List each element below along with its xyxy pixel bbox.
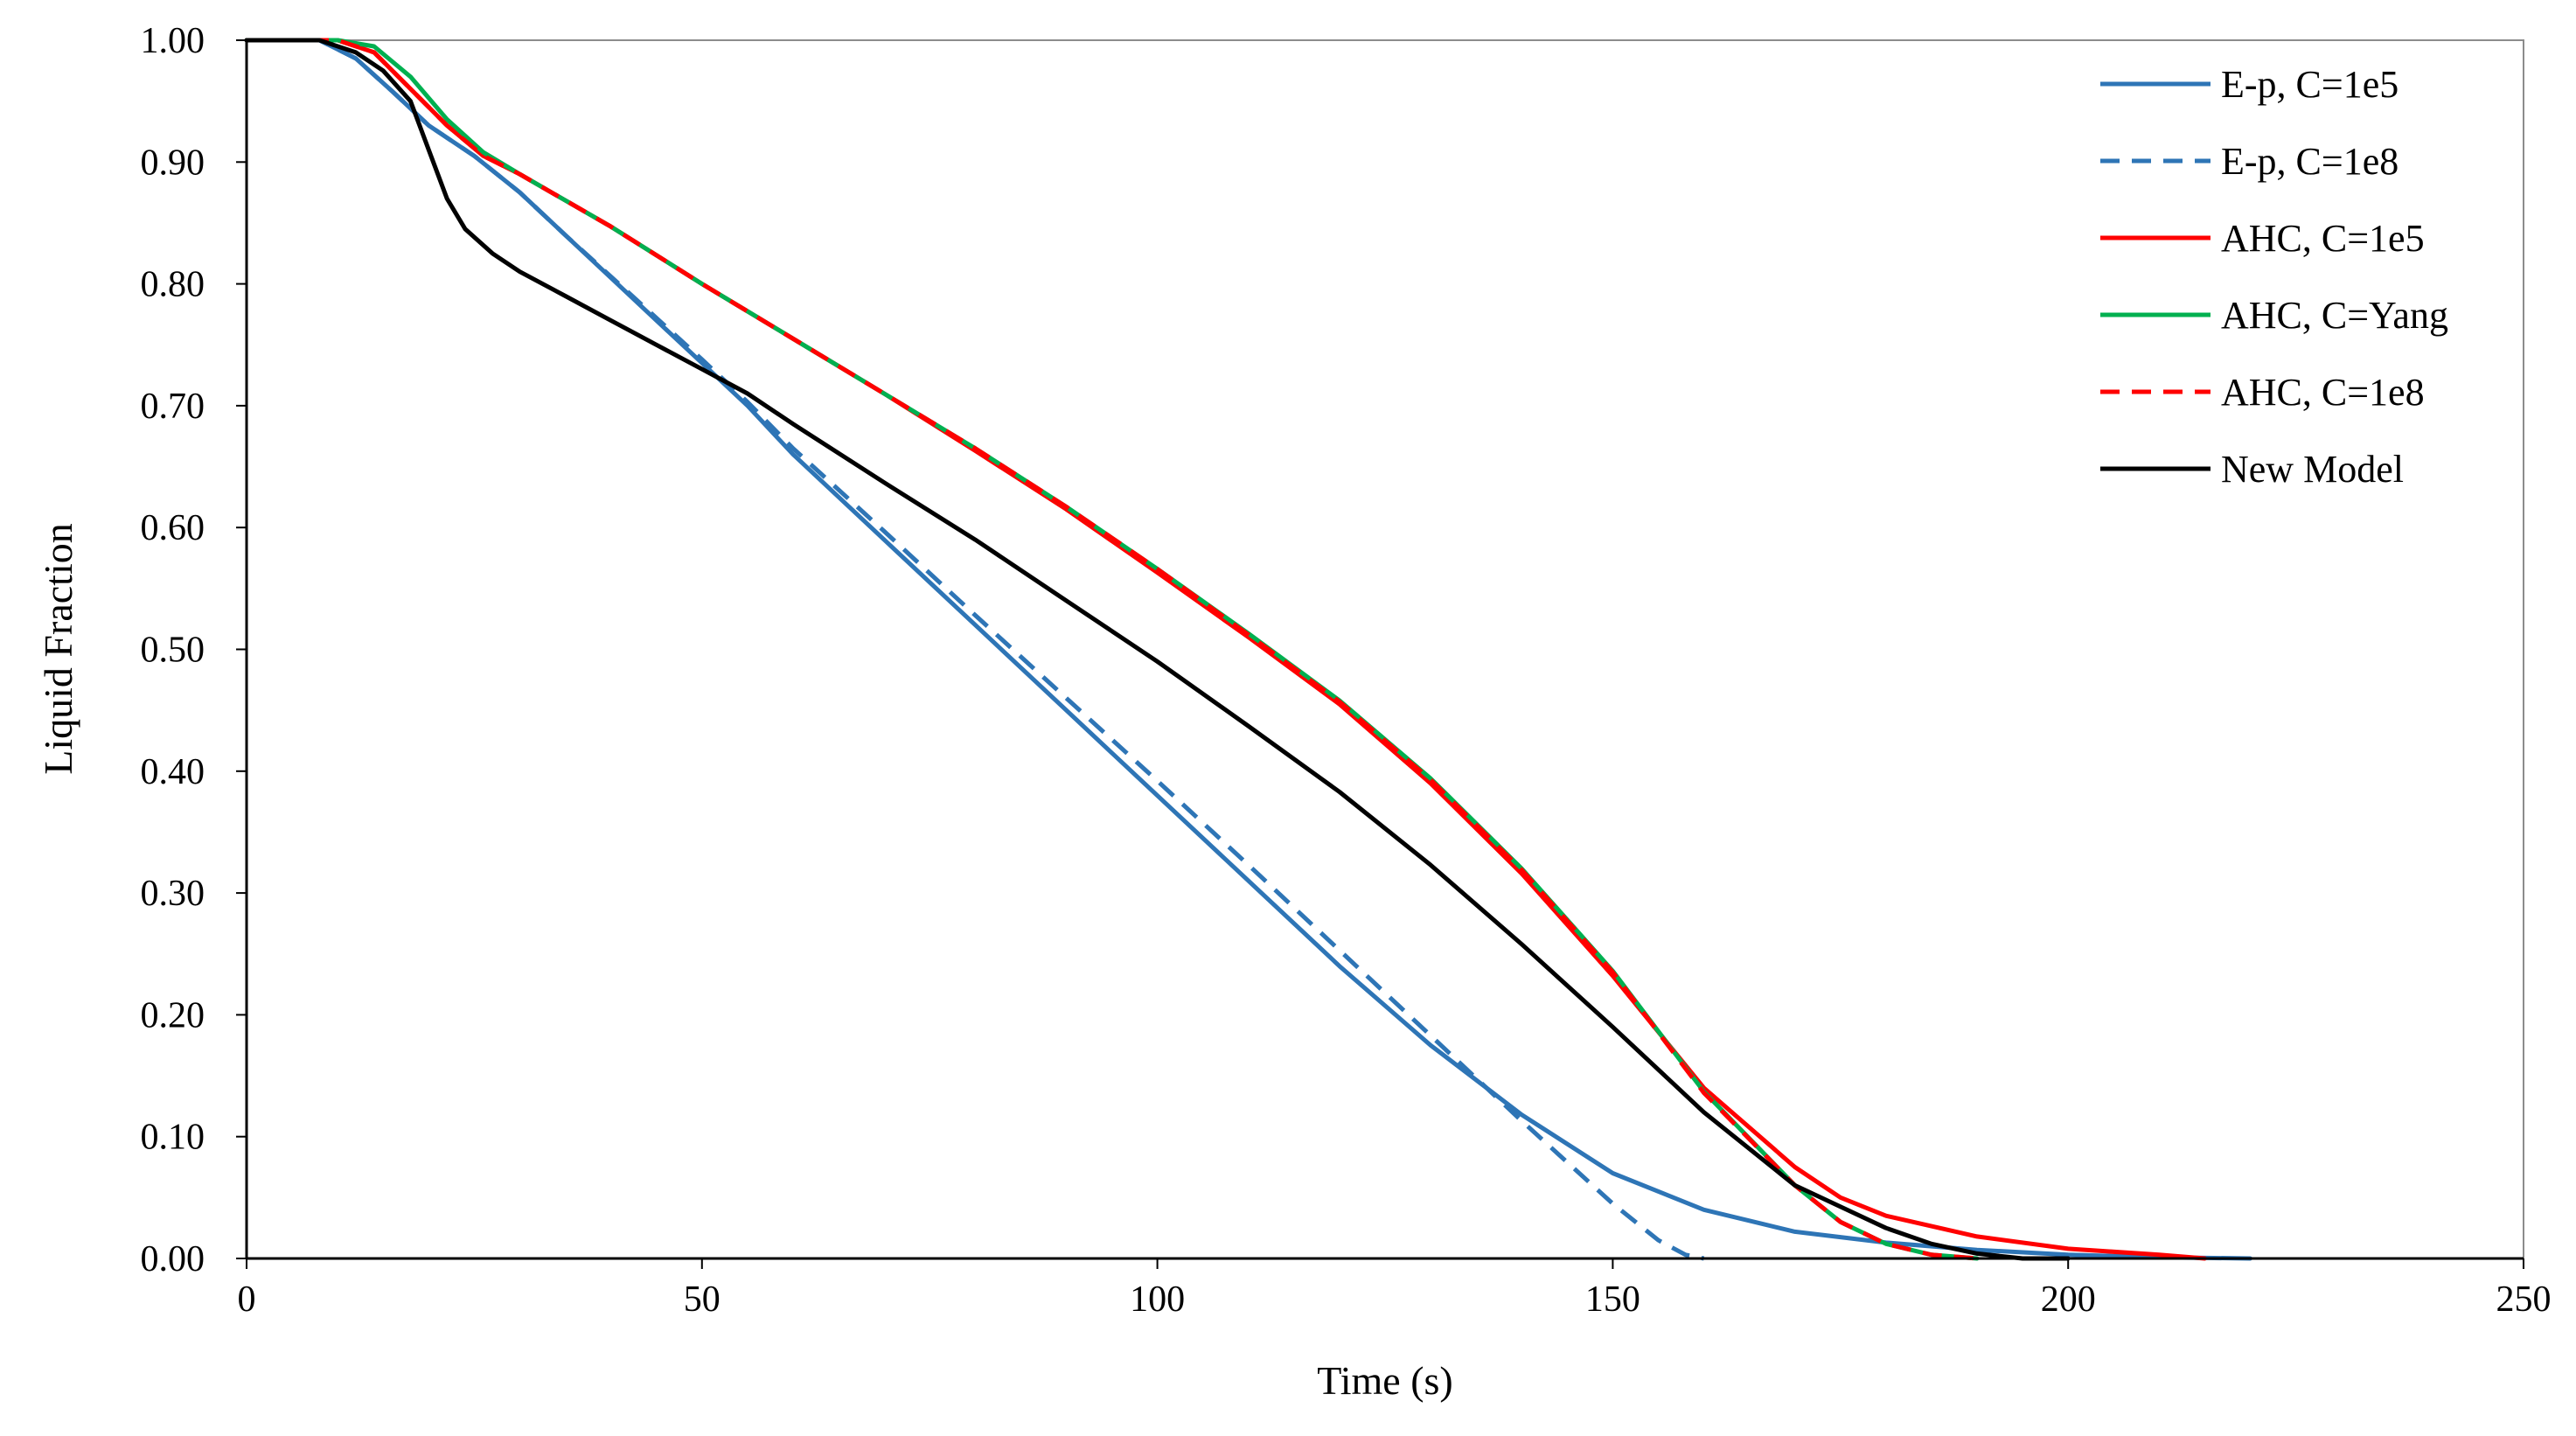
x-tick-label: 100 [1130,1279,1185,1320]
x-tick-label: 150 [1585,1279,1640,1320]
x-tick-label: 200 [2041,1279,2096,1320]
series-line-new-model [244,38,2071,1261]
y-tick-label: 0.30 [141,874,205,914]
x-tick-label: 250 [2496,1279,2552,1320]
x-ticks-layer: 0 50 100 150 200 250 [238,1258,2552,1320]
series-line-e-p-c-1e8 [247,38,1705,1261]
y-ticks-layer: 0.00 0.10 0.20 0.30 0.40 0.50 0.60 0.70 0.80 0.90… [141,21,247,1279]
legend-label-e-p-c-1e8: E-p, C=1e8 [2221,140,2398,183]
y-axis-title: Liquid Fraction [36,523,80,774]
y-tick-label: 0.90 [141,143,205,183]
y-tick-label: 0.10 [141,1118,205,1158]
series-line-ahc-c-1e5 [244,38,2207,1261]
x-axis-title: Time (s) [1317,1358,1453,1403]
y-tick-label: 0.60 [141,508,205,548]
legend-label-new-model: New Model [2221,448,2404,491]
y-tick-label: 1.00 [141,21,205,61]
legend-label-e-p-c-1e5: E-p, C=1e5 [2221,63,2398,106]
y-tick-label: 0.80 [141,265,205,305]
x-tick-label: 50 [684,1279,721,1320]
y-tick-label: 0.50 [141,631,205,671]
legend: E-p, C=1e5 E-p, C=1e8 AHC, C=1e5 AHC, C=Yan… [2100,63,2448,491]
y-tick-label: 0.00 [141,1239,205,1279]
y-tick-label: 0.70 [141,387,205,427]
legend-label-ahc-c-yang: AHC, C=Yang [2221,294,2448,337]
x-tick-label: 0 [238,1279,256,1320]
series-line-e-p-c-1e5 [244,38,2252,1261]
y-tick-label: 0.20 [141,995,205,1035]
legend-label-ahc-c-1e5: AHC, C=1e5 [2221,217,2425,260]
legend-label-ahc-c-1e8: AHC, C=1e8 [2221,371,2425,414]
y-tick-label: 0.40 [141,752,205,792]
series-layer [244,38,2252,1261]
